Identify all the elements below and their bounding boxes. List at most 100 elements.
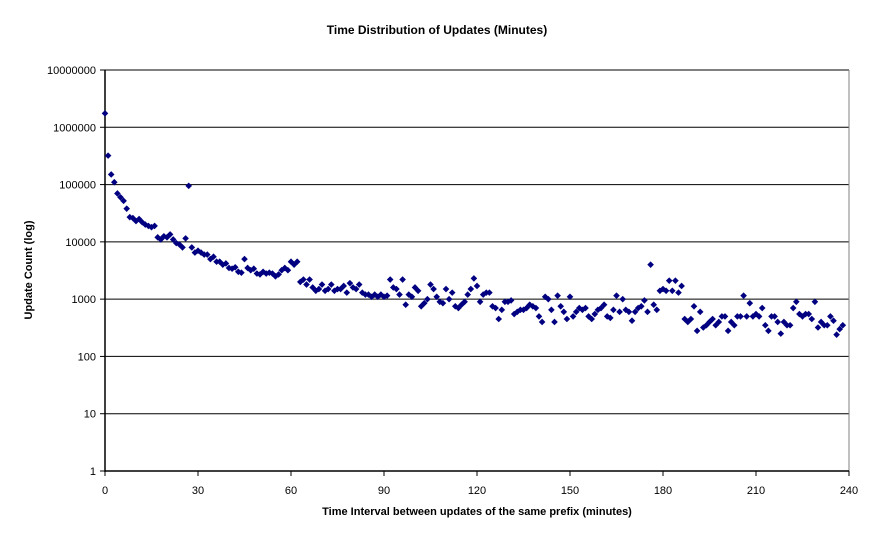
data-point	[814, 324, 822, 331]
data-point	[101, 110, 109, 117]
x-tick-label: 0	[102, 485, 108, 497]
data-point	[507, 297, 515, 304]
data-point	[386, 276, 394, 283]
data-point	[678, 282, 685, 290]
x-tick-label: 90	[378, 485, 390, 497]
data-point	[204, 251, 211, 258]
data-point	[129, 214, 137, 222]
data-point	[731, 321, 738, 329]
data-point	[737, 313, 744, 320]
data-point	[557, 303, 564, 310]
y-tick-label: 1000	[72, 294, 96, 306]
data-point	[545, 295, 552, 303]
data-point	[740, 292, 747, 299]
data-point	[188, 244, 196, 251]
data-point	[706, 318, 713, 326]
data-point	[793, 298, 800, 306]
data-point	[563, 315, 571, 323]
data-point	[641, 297, 648, 304]
data-point	[421, 299, 428, 307]
y-axis-label: Update Count (log)	[23, 220, 35, 319]
x-tick-label: 180	[654, 485, 672, 497]
data-point	[154, 234, 161, 241]
data-point	[120, 197, 127, 205]
x-tick-label: 120	[468, 485, 486, 497]
data-point	[346, 279, 354, 287]
data-point	[235, 268, 242, 276]
data-point	[272, 273, 279, 280]
data-point	[359, 289, 366, 296]
data-point	[560, 308, 568, 316]
data-point	[182, 235, 189, 242]
y-tick-label: 10	[84, 409, 96, 421]
y-tick-label: 100	[78, 351, 96, 363]
data-point	[228, 265, 236, 272]
data-point	[123, 205, 130, 212]
data-point	[374, 293, 382, 301]
data-point	[250, 265, 258, 272]
data-point	[297, 278, 304, 286]
data-point	[300, 276, 307, 283]
y-tick-label: 10000	[65, 237, 96, 249]
data-point	[467, 285, 475, 293]
data-point	[324, 285, 332, 293]
data-point	[315, 285, 323, 293]
data-point	[836, 325, 843, 333]
data-point	[669, 287, 676, 295]
data-point	[808, 315, 816, 323]
data-point	[743, 313, 750, 320]
y-tick-label: 1	[90, 466, 96, 478]
data-point	[225, 264, 233, 272]
data-point	[758, 304, 766, 312]
data-point	[827, 313, 834, 320]
data-point	[572, 308, 580, 316]
data-point	[219, 261, 227, 268]
data-point	[414, 287, 422, 295]
data-point	[470, 275, 478, 282]
data-point	[799, 313, 806, 320]
data-point	[458, 301, 465, 308]
data-point	[266, 269, 273, 276]
data-point	[262, 270, 270, 277]
data-point	[805, 310, 812, 318]
data-point	[715, 318, 723, 326]
y-tick-label: 10000000	[47, 65, 96, 77]
y-tick-label: 1000000	[53, 122, 96, 134]
data-point	[293, 258, 301, 266]
data-point	[439, 299, 447, 307]
data-point	[613, 292, 620, 299]
data-point	[269, 270, 276, 277]
data-point	[591, 310, 599, 318]
data-point	[771, 313, 778, 320]
data-point	[396, 291, 403, 298]
data-point	[256, 271, 264, 278]
data-point	[114, 190, 121, 197]
data-point	[461, 298, 468, 306]
data-point	[402, 301, 409, 308]
data-point	[498, 306, 506, 314]
data-point	[231, 263, 239, 271]
data-point	[104, 152, 112, 159]
data-point	[588, 315, 595, 323]
data-point	[473, 282, 481, 290]
data-point	[662, 287, 670, 295]
data-point	[424, 295, 431, 303]
data-point	[724, 327, 732, 335]
data-point	[755, 313, 763, 320]
data-point	[197, 249, 205, 256]
data-point	[321, 287, 329, 295]
data-point	[610, 306, 617, 314]
data-point	[830, 317, 837, 325]
data-point	[644, 308, 651, 316]
data-point	[169, 236, 177, 243]
data-point	[312, 287, 320, 295]
data-point	[185, 182, 192, 190]
data-point	[464, 291, 471, 298]
data-point	[696, 308, 704, 316]
data-point	[377, 291, 385, 298]
data-point	[383, 292, 391, 299]
data-point	[665, 277, 673, 284]
data-point	[693, 327, 701, 335]
data-point	[535, 313, 543, 320]
